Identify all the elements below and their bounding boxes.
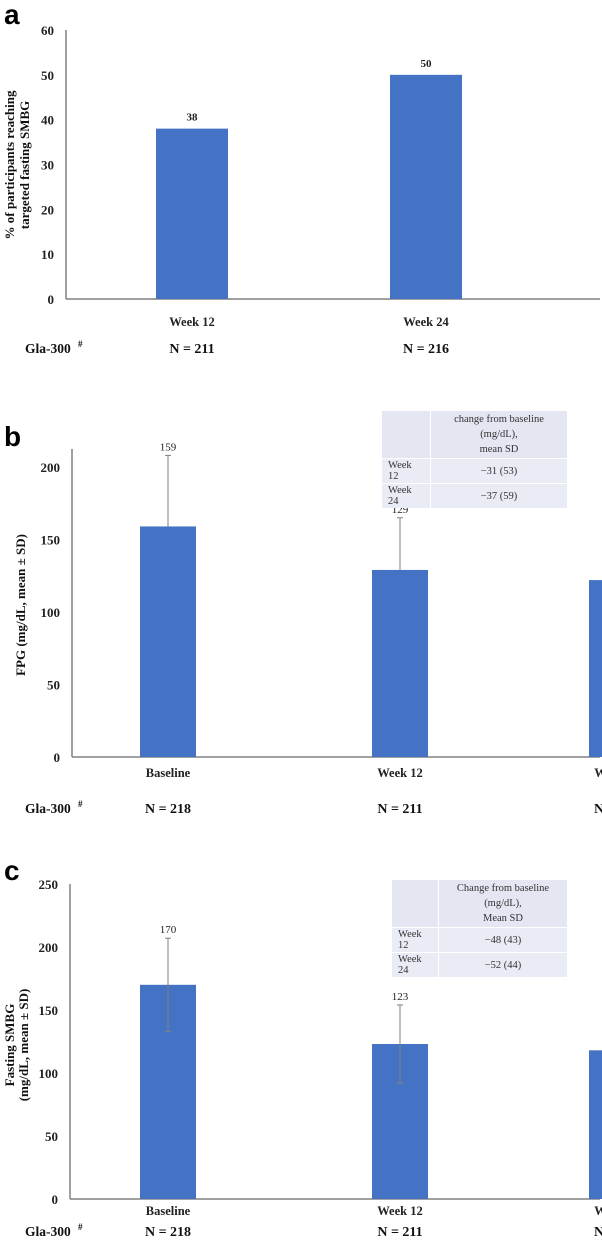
y-tick-label: 10 bbox=[41, 247, 54, 262]
n-label: N = 211 bbox=[169, 342, 214, 357]
bar-week-24 bbox=[589, 1050, 602, 1199]
row-label: Week 12 bbox=[392, 928, 438, 952]
y-axis-label: % of participants reaching bbox=[2, 90, 17, 239]
y-tick-label: 50 bbox=[41, 68, 54, 83]
category-label: Week 24 bbox=[594, 1204, 602, 1218]
group-superscript: # bbox=[78, 799, 83, 809]
n-label: N = 216 bbox=[403, 342, 449, 357]
n-label: N = 211 bbox=[377, 802, 422, 817]
category-label: Week 24 bbox=[594, 766, 602, 780]
y-tick-label: 100 bbox=[39, 1066, 59, 1081]
y-tick-label: 40 bbox=[41, 113, 54, 128]
y-tick-label: 0 bbox=[52, 1192, 59, 1207]
row-value: −48 (43) bbox=[439, 928, 567, 952]
group-label: Gla-300 bbox=[25, 341, 71, 356]
data-label: 170 bbox=[160, 924, 177, 936]
table-header-line: Mean SD bbox=[483, 913, 523, 924]
y-tick-label: 150 bbox=[41, 533, 61, 548]
data-label: 50 bbox=[421, 58, 433, 70]
table-corner bbox=[392, 880, 438, 927]
table-header-line: change from baseline (mg/dL), bbox=[454, 414, 544, 440]
change-table-smbg: Change from baseline (mg/dL), Mean SD Wee… bbox=[391, 879, 568, 978]
y-tick-label: 50 bbox=[47, 678, 60, 693]
y-axis-label: Fasting SMBG bbox=[2, 1004, 17, 1087]
table-header: change from baseline (mg/dL), mean SD bbox=[431, 411, 567, 458]
row-label: Week 24 bbox=[382, 484, 430, 508]
data-label: 159 bbox=[160, 441, 177, 453]
y-axis-label: FPG (mg/dL, mean ± SD) bbox=[13, 534, 28, 676]
table-header-line: Change from baseline (mg/dL), bbox=[456, 883, 550, 909]
row-value: −31 (53) bbox=[431, 459, 567, 483]
data-label: 123 bbox=[392, 991, 409, 1003]
bar-week-24 bbox=[589, 580, 602, 757]
group-superscript: # bbox=[78, 1222, 83, 1232]
table-row: Week 24 −52 (44) bbox=[392, 953, 567, 977]
row-label: Week 24 bbox=[392, 953, 438, 977]
y-tick-label: 30 bbox=[41, 158, 54, 173]
table-corner bbox=[382, 411, 430, 458]
n-label: N = 216 bbox=[594, 802, 602, 817]
group-label: Gla-300 bbox=[25, 801, 71, 816]
bar-baseline bbox=[140, 526, 196, 757]
panel-letter: b bbox=[4, 421, 21, 452]
group-superscript: # bbox=[78, 339, 83, 349]
category-label: Week 12 bbox=[377, 1204, 422, 1218]
y-axis-label: targeted fasting SMBG bbox=[17, 101, 32, 230]
y-tick-label: 60 bbox=[41, 23, 54, 38]
table-row: Week 24 −37 (59) bbox=[382, 484, 567, 508]
change-table-fpg: change from baseline (mg/dL), mean SD Wee… bbox=[381, 410, 568, 509]
bar-week-24 bbox=[390, 74, 462, 299]
y-tick-label: 0 bbox=[48, 292, 55, 307]
n-label: N = 218 bbox=[145, 1225, 191, 1240]
y-tick-label: 200 bbox=[41, 460, 61, 475]
n-label: N = 218 bbox=[145, 802, 191, 817]
y-tick-label: 150 bbox=[39, 1003, 59, 1018]
category-label: Week 12 bbox=[377, 766, 422, 780]
n-label: N = 211 bbox=[377, 1225, 422, 1240]
category-label: Week 24 bbox=[403, 315, 449, 329]
panel-letter: a bbox=[4, 0, 20, 30]
group-label: Gla-300 bbox=[25, 1224, 71, 1239]
row-value: −52 (44) bbox=[439, 953, 567, 977]
y-tick-label: 100 bbox=[41, 605, 61, 620]
table-header: Change from baseline (mg/dL), Mean SD bbox=[439, 880, 567, 927]
y-axis-label: (mg/dL, mean ± SD) bbox=[16, 989, 31, 1102]
table-row: Week 12 −48 (43) bbox=[392, 928, 567, 952]
y-tick-label: 200 bbox=[39, 940, 59, 955]
y-tick-label: 0 bbox=[54, 750, 61, 765]
data-label: 38 bbox=[187, 112, 199, 124]
table-header-line: mean SD bbox=[479, 444, 519, 455]
bar-week-12 bbox=[372, 569, 428, 757]
category-label: Baseline bbox=[146, 766, 191, 780]
panel-letter: c bbox=[4, 855, 20, 886]
category-label: Week 12 bbox=[169, 315, 214, 329]
table-row: Week 12 −31 (53) bbox=[382, 459, 567, 483]
category-label: Baseline bbox=[146, 1204, 191, 1218]
y-tick-label: 20 bbox=[41, 202, 54, 217]
row-value: −37 (59) bbox=[431, 484, 567, 508]
n-label: N = 216 bbox=[594, 1225, 602, 1240]
y-tick-label: 50 bbox=[45, 1129, 58, 1144]
y-tick-label: 250 bbox=[39, 877, 59, 892]
bar-week-12 bbox=[156, 128, 228, 299]
row-label: Week 12 bbox=[382, 459, 430, 483]
